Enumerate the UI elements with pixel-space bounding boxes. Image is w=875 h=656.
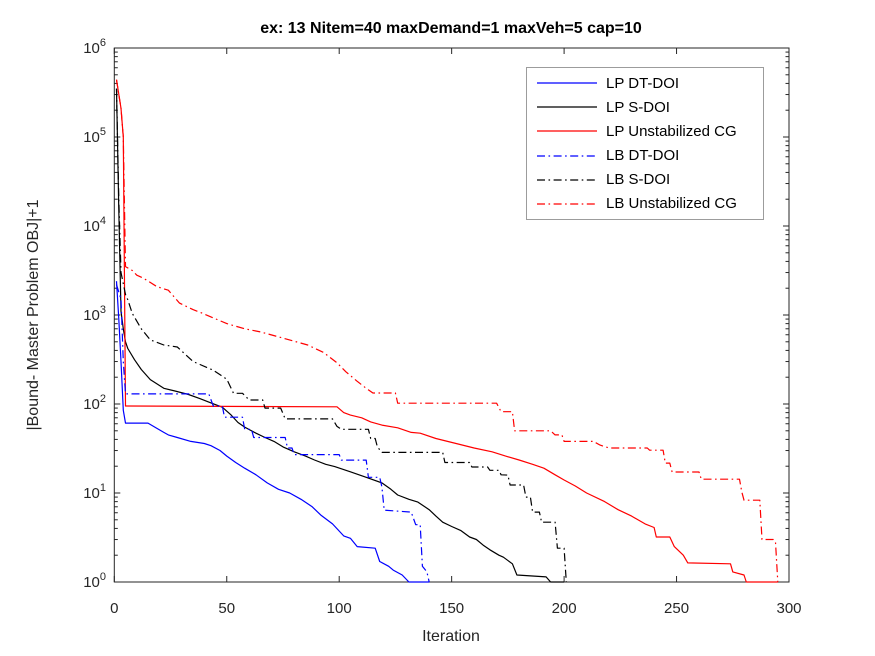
legend-row: LB DT-DOI — [527, 144, 763, 168]
x-tick-label: 250 — [664, 600, 689, 617]
series-line-lp-dt-doi — [115, 281, 430, 583]
x-axis-label: Iteration — [422, 628, 480, 645]
legend-label: LP Unstabilized CG — [606, 122, 737, 140]
y-tick-label: 104 — [83, 215, 106, 235]
x-tick-label: 50 — [218, 600, 235, 617]
series-line-lb-dt-doi — [115, 284, 430, 583]
legend-line-sample-icon — [537, 82, 597, 84]
legend-row: LB S-DOI — [527, 168, 763, 192]
x-tick-label: 100 — [327, 600, 352, 617]
legend-line-sample-icon — [537, 130, 597, 133]
legend-label: LB S-DOI — [606, 171, 671, 189]
x-tick-label: 200 — [552, 600, 577, 617]
y-tick-label: 105 — [83, 126, 106, 146]
series-line-lb-s-doi — [115, 88, 567, 583]
legend-line-sample-icon — [537, 203, 597, 205]
series-line-lp-s-doi — [115, 88, 565, 583]
legend-line-sample-icon — [537, 179, 597, 181]
y-tick-label: 103 — [83, 304, 106, 324]
legend-label: LP S-DOI — [606, 98, 670, 116]
y-tick-label: 106 — [83, 37, 106, 57]
legend-line-sample-icon — [537, 106, 597, 108]
legend-line-sample-icon — [537, 154, 597, 157]
series-line-lb-unstabilized-cg — [115, 79, 779, 583]
x-tick-label: 150 — [439, 600, 464, 617]
plot-area: 0 50 100 150 200 250 300 100 101 102 103 104 105 106 — [83, 37, 801, 617]
legend-row: LB Unstabilized CG — [527, 192, 763, 216]
series-line-lp-unstabilized-cg — [115, 79, 778, 583]
legend-label: LB Unstabilized CG — [606, 195, 737, 213]
y-axis-label: |Bound- Master Problem OBJ|+1 — [25, 199, 42, 430]
chart-title: ex: 13 Nitem=40 maxDemand=1 maxVeh=5 cap… — [260, 20, 642, 37]
legend-row: LP S-DOI — [527, 95, 763, 119]
legend-label: LP DT-DOI — [606, 74, 680, 92]
legend-row: LP DT-DOI — [527, 71, 763, 95]
y-tick-label: 102 — [83, 393, 106, 413]
x-tick-label: 300 — [776, 600, 801, 617]
legend: LP DT-DOI LP S-DOI LP Unstabilized CG LB DT… — [526, 67, 764, 220]
legend-label: LB DT-DOI — [606, 147, 680, 165]
x-tick-label: 0 — [110, 600, 118, 617]
y-tick-label: 101 — [83, 482, 106, 502]
y-tick-label: 100 — [83, 571, 106, 591]
legend-row: LP Unstabilized CG — [527, 119, 763, 143]
